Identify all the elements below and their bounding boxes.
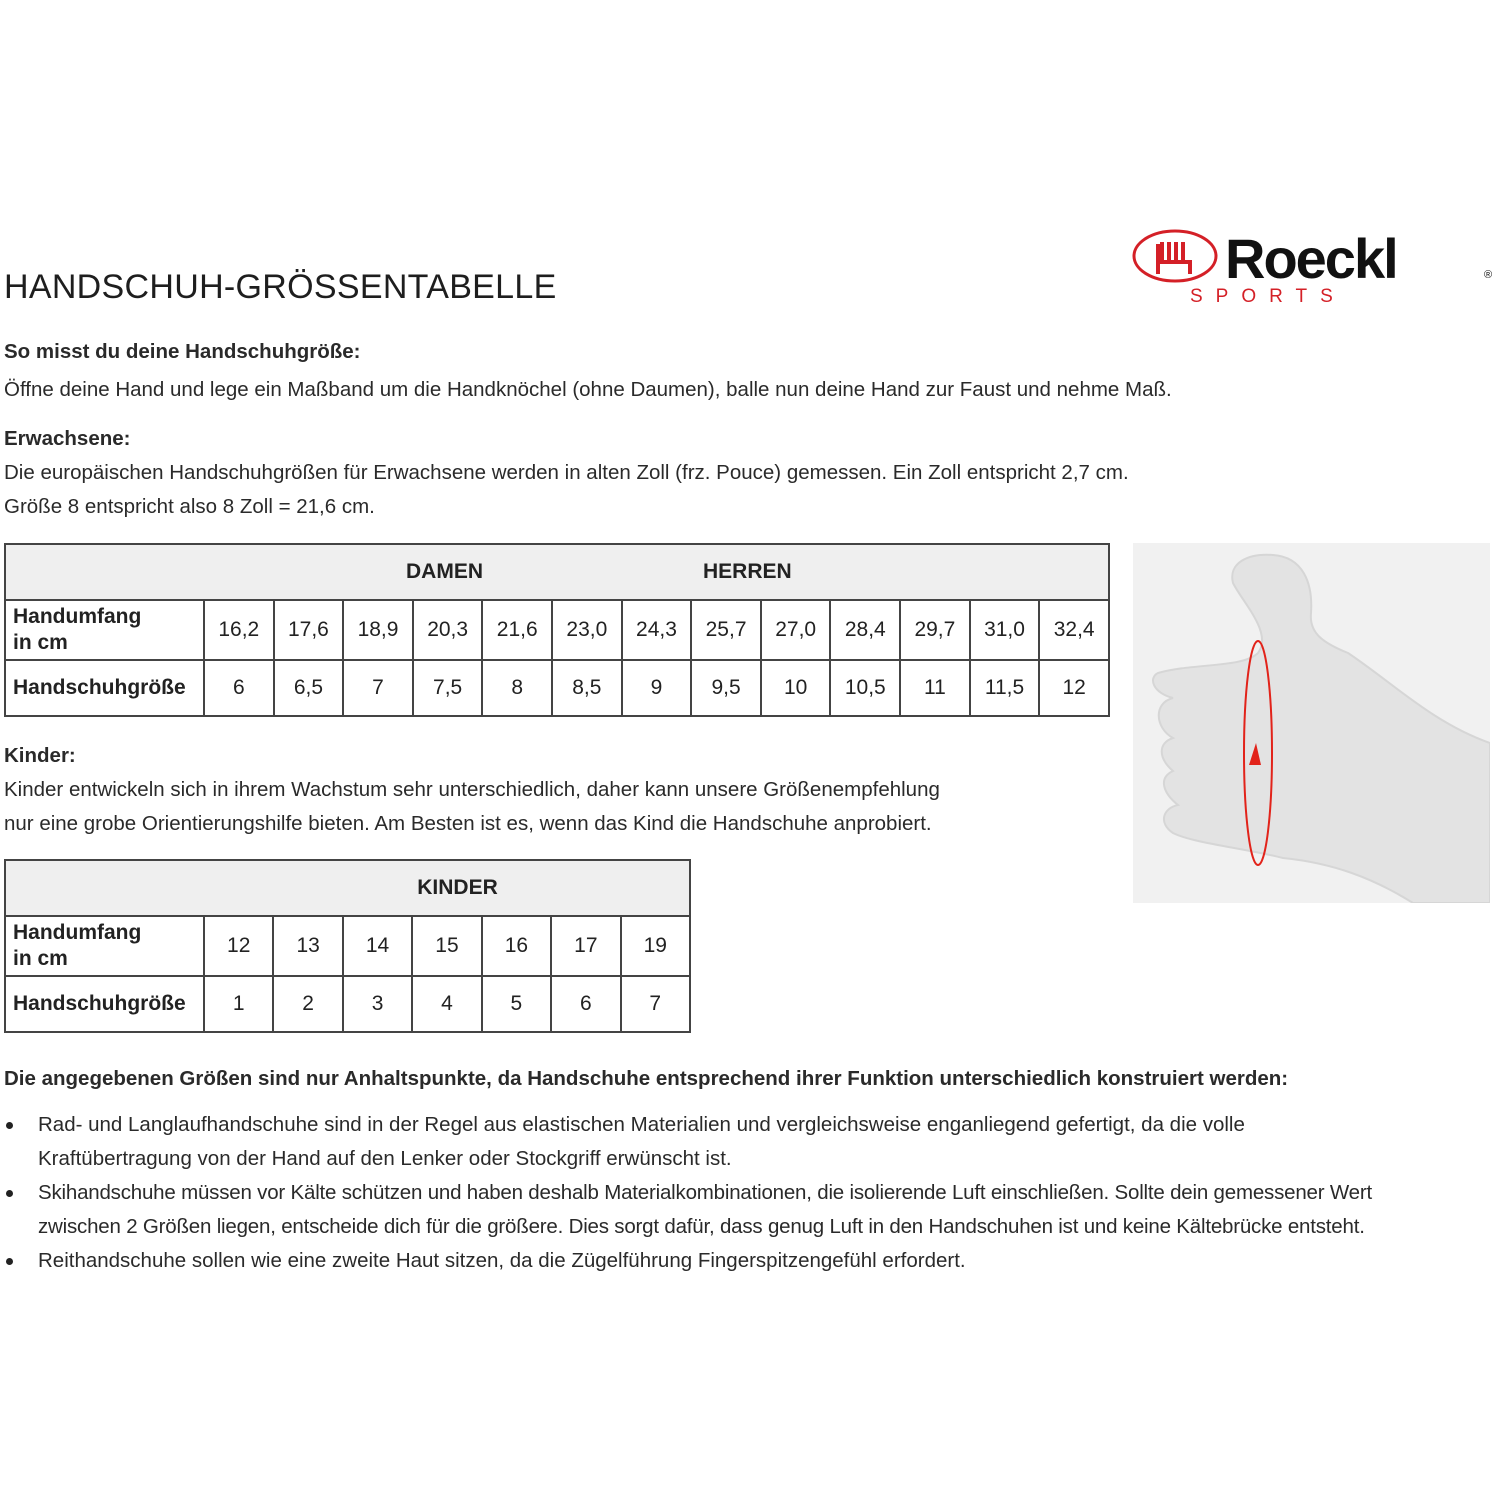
table-cell: 31,0 — [968, 599, 1041, 661]
table-cell: 11 — [899, 659, 971, 717]
note-line: Reithandschuhe sollen wie eine zweite Ha… — [38, 1249, 966, 1272]
svg-text:Roeckl: Roeckl — [1225, 227, 1397, 290]
table-cell: 7 — [342, 659, 414, 717]
table-header-row: DAMEN HERREN — [4, 543, 1110, 601]
table-cell: 10 — [759, 659, 832, 717]
table-cell: 29,7 — [899, 599, 971, 661]
svg-text:®: ® — [1484, 269, 1492, 281]
table-cell: 27,0 — [759, 599, 832, 661]
measure-heading: So misst du deine Handschuhgröße: — [4, 340, 361, 363]
table-cell: 14 — [341, 915, 414, 977]
kids-size-table: KINDER Handumfang in cm 12 13 14 15 16 17 19 Ha… — [4, 859, 692, 1033]
table-row-size: Handschuhgröße 6 6,5 7 7,5 8 8,5 9 9,5 10 10,5 11 1… — [4, 659, 1110, 717]
table-cell: 12 — [1038, 659, 1110, 717]
row-label: Handschuhgröße — [4, 659, 205, 717]
table-cell: 8 — [481, 659, 554, 717]
table-cell: 12 — [202, 915, 275, 977]
table-cell: 5 — [480, 975, 553, 1033]
note-line: Rad- und Langlaufhandschuhe sind in der … — [38, 1113, 1245, 1136]
hand-measure-illustration — [1133, 543, 1490, 903]
note-line: zwischen 2 Größen liegen, entscheide dic… — [38, 1215, 1365, 1238]
table-cell: 11,5 — [968, 659, 1041, 717]
table-row-circumference: Handumfang in cm 12 13 14 15 16 17 19 — [4, 915, 692, 977]
table-cell: 10,5 — [829, 659, 902, 717]
kids-heading: Kinder: — [4, 744, 76, 767]
table-cell: 15 — [411, 915, 483, 977]
group-label-herren: HERREN — [703, 560, 792, 583]
table-cell: 13 — [272, 915, 344, 977]
row-label: Handumfang in cm — [4, 915, 205, 977]
table-cell: 17,6 — [272, 599, 345, 661]
note-line: Skihandschuhe müssen vor Kälte schützen … — [38, 1181, 1372, 1204]
kids-text-line: nur eine grobe Orientierungshilfe bieten… — [4, 812, 932, 835]
table-cell: 18,9 — [342, 599, 414, 661]
bullet-icon — [6, 1122, 13, 1129]
svg-text:SPORTS: SPORTS — [1190, 286, 1346, 307]
table-cell: 16 — [480, 915, 553, 977]
group-label-damen: DAMEN — [406, 560, 483, 583]
table-header-row: KINDER — [4, 859, 691, 917]
group-label-kinder: KINDER — [4, 859, 691, 917]
table-cell: 28,4 — [829, 599, 902, 661]
roeckl-sports-logo: Roeckl ® SPORTS — [1132, 227, 1492, 307]
table-cell: 16,2 — [203, 599, 275, 661]
table-cell: 20,3 — [411, 599, 484, 661]
table-cell: 23,0 — [551, 599, 623, 661]
table-cell: 2 — [272, 975, 344, 1033]
table-cell: 3 — [341, 975, 414, 1033]
table-cell: 1 — [202, 975, 275, 1033]
table-cell: 7 — [619, 975, 692, 1033]
bullet-icon — [6, 1190, 13, 1197]
table-cell: 9 — [620, 659, 693, 717]
page-title: HANDSCHUH-GRÖSSENTABELLE — [4, 268, 557, 306]
bullet-icon — [6, 1258, 13, 1265]
kids-text-line: Kinder entwickeln sich in ihrem Wachstum… — [4, 778, 940, 801]
table-cell: 4 — [411, 975, 483, 1033]
table-cell: 6,5 — [272, 659, 345, 717]
row-label: Handumfang in cm — [4, 599, 205, 661]
table-cell: 21,6 — [481, 599, 554, 661]
row-label: Handschuhgröße — [4, 975, 205, 1033]
adults-text-line: Größe 8 entspricht also 8 Zoll = 21,6 cm… — [4, 495, 375, 518]
table-row-circumference: Handumfang in cm 16,2 17,6 18,9 20,3 21,6 23,0… — [4, 599, 1110, 661]
table-cell: 24,3 — [620, 599, 693, 661]
table-cell: 19 — [619, 915, 692, 977]
table-cell: 7,5 — [411, 659, 484, 717]
adults-heading: Erwachsene: — [4, 427, 131, 450]
adult-size-table: DAMEN HERREN Handumfang in cm 16,2 17,6 18,… — [4, 543, 1110, 717]
measure-text: Öffne deine Hand und lege ein Maßband um… — [4, 378, 1172, 401]
table-cell: 8,5 — [551, 659, 623, 717]
table-cell: 6 — [550, 975, 622, 1033]
note-line: Kraftübertragung von der Hand auf den Le… — [38, 1147, 732, 1170]
adults-text-line: Die europäischen Handschuhgrößen für Erw… — [4, 461, 1129, 484]
table-cell: 9,5 — [690, 659, 762, 717]
table-cell: 6 — [203, 659, 275, 717]
table-cell: 25,7 — [690, 599, 762, 661]
notes-heading: Die angegebenen Größen sind nur Anhaltsp… — [4, 1067, 1289, 1090]
table-cell: 32,4 — [1038, 599, 1110, 661]
table-cell: 17 — [550, 915, 622, 977]
